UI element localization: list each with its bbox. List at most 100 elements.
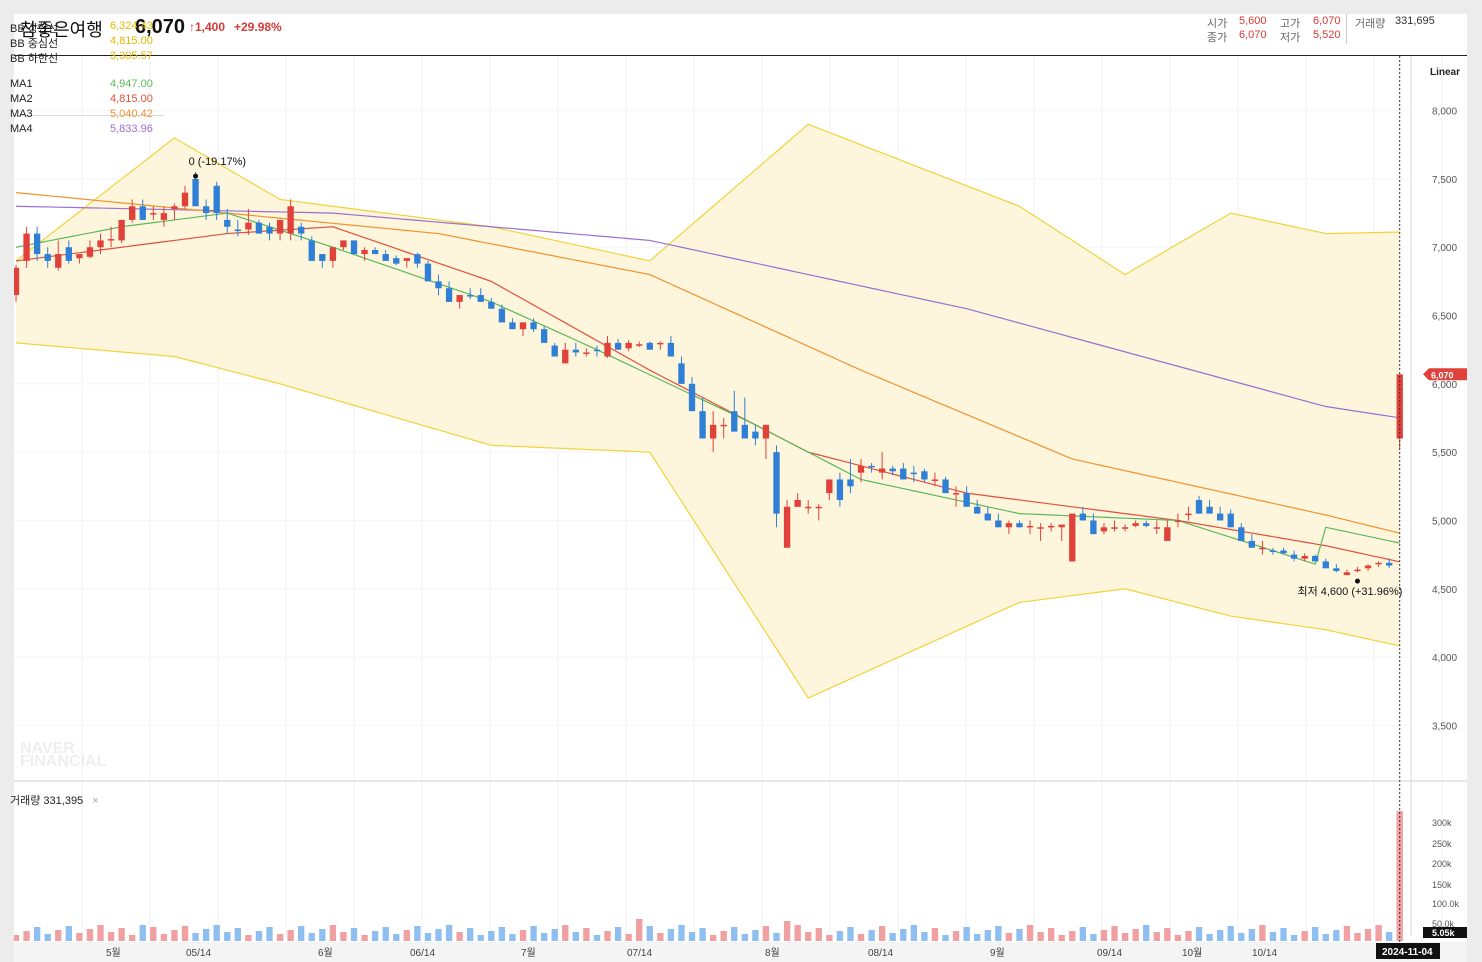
candle — [1259, 547, 1266, 550]
ma4-line — [15, 205, 1400, 419]
candle — [551, 345, 558, 357]
volume-bar — [1132, 929, 1139, 941]
bb-lower-line — [15, 342, 1400, 699]
volume-bar — [181, 926, 189, 941]
price-chart[interactable]: 8,000 7,500 7,000 6,500 6,000 5,500 5,000 4,500… — [14, 56, 1467, 962]
watermark: NAVER FINANCIAL — [20, 740, 107, 770]
volume-bar — [107, 932, 115, 941]
volume-bar — [1354, 933, 1361, 941]
close-icon[interactable]: × — [92, 795, 99, 807]
volume-bar — [963, 927, 970, 941]
volume-legend-label: 거래량 331,395 — [10, 795, 84, 807]
volume-bar — [773, 933, 780, 941]
volume-bar — [308, 933, 315, 941]
candle — [1016, 523, 1023, 528]
candle — [931, 479, 939, 481]
candle — [456, 295, 463, 302]
candle — [192, 178, 199, 207]
price-change-percent: +29.98% — [234, 20, 282, 34]
candle — [1005, 523, 1013, 528]
candle — [826, 479, 833, 494]
volume-bar — [868, 930, 875, 941]
candle — [1333, 568, 1340, 571]
price-axis-label: 4,500 — [1432, 585, 1457, 596]
candle — [329, 247, 337, 261]
volume-current-tag-text: 5.05k — [1432, 928, 1456, 938]
candle — [181, 192, 189, 207]
volume-bar — [1227, 926, 1234, 941]
volume-bar — [467, 928, 474, 941]
volume-bar — [921, 932, 928, 941]
candle — [1364, 565, 1372, 569]
price-axis-label: 5,000 — [1432, 516, 1457, 527]
candle — [1111, 527, 1118, 529]
volume-bar — [1280, 928, 1287, 941]
candle — [382, 254, 389, 261]
volume-bar — [688, 932, 696, 941]
volume-bar — [44, 934, 51, 941]
legend-ma-value: 5,040.42 — [110, 108, 153, 120]
volume-bar — [562, 925, 569, 941]
high-label: 고가 — [1280, 18, 1301, 30]
volume-bar — [224, 932, 231, 941]
volume-bar — [171, 930, 178, 941]
candle — [1269, 550, 1277, 553]
candle — [995, 520, 1002, 528]
volume-bar — [1195, 927, 1203, 941]
candle — [160, 213, 168, 220]
scale-mode-button[interactable]: Linear — [1430, 67, 1461, 78]
open-value: 5,600 — [1239, 15, 1267, 27]
volume-bar — [667, 929, 675, 941]
volume-bar — [625, 934, 632, 941]
candle — [593, 349, 601, 352]
volume-bar — [942, 935, 949, 941]
candle — [1206, 506, 1213, 514]
candle — [33, 233, 41, 255]
price-axis-label: 5,500 — [1432, 448, 1457, 459]
candle — [107, 239, 115, 241]
legend-bb-value: 6,324.43 — [110, 20, 153, 32]
candle — [1290, 554, 1298, 559]
volume-bar — [889, 933, 896, 941]
volume-bar — [636, 919, 643, 941]
volume-bar — [530, 926, 537, 941]
ma3-line — [15, 192, 1400, 534]
candle — [1280, 550, 1287, 554]
volume-axis-label: 200k — [1432, 859, 1452, 869]
candle — [1143, 523, 1150, 526]
price-axis-label: 6,500 — [1432, 312, 1457, 323]
legend-ma-value: 4,815.00 — [110, 93, 153, 105]
volume-bar — [900, 929, 907, 941]
low-value: 5,520 — [1313, 29, 1341, 41]
candle — [699, 411, 706, 439]
bollinger-band — [15, 123, 1400, 699]
legend-ma-label: MA2 — [10, 93, 33, 105]
volume-bar — [952, 931, 960, 941]
volume-bar — [477, 935, 484, 941]
candle — [1227, 513, 1234, 528]
volume-bar — [23, 931, 30, 941]
volume-bar — [329, 925, 337, 941]
candle — [709, 424, 717, 439]
time-axis-label: 10/14 — [1252, 948, 1277, 959]
volume-bar — [414, 926, 421, 941]
low-label: 저가 — [1280, 32, 1301, 44]
candle — [308, 240, 315, 261]
candle — [720, 424, 727, 427]
candle — [266, 226, 273, 234]
volume-bar — [202, 929, 210, 941]
volume-bar — [1238, 933, 1245, 941]
ma1-line — [15, 212, 1400, 565]
time-axis-label: 5월 — [106, 947, 121, 959]
candle — [1343, 572, 1351, 576]
candle — [403, 258, 410, 261]
stock-name: 참좋은여행 — [20, 20, 103, 40]
candle — [424, 263, 432, 282]
date-tag-text: 2024-11-04 — [1382, 947, 1433, 958]
candle — [614, 342, 622, 350]
candle — [1396, 374, 1403, 439]
volume-bar — [551, 929, 558, 941]
volume-bar — [826, 935, 833, 941]
candle — [805, 506, 812, 509]
candle — [1385, 562, 1393, 566]
